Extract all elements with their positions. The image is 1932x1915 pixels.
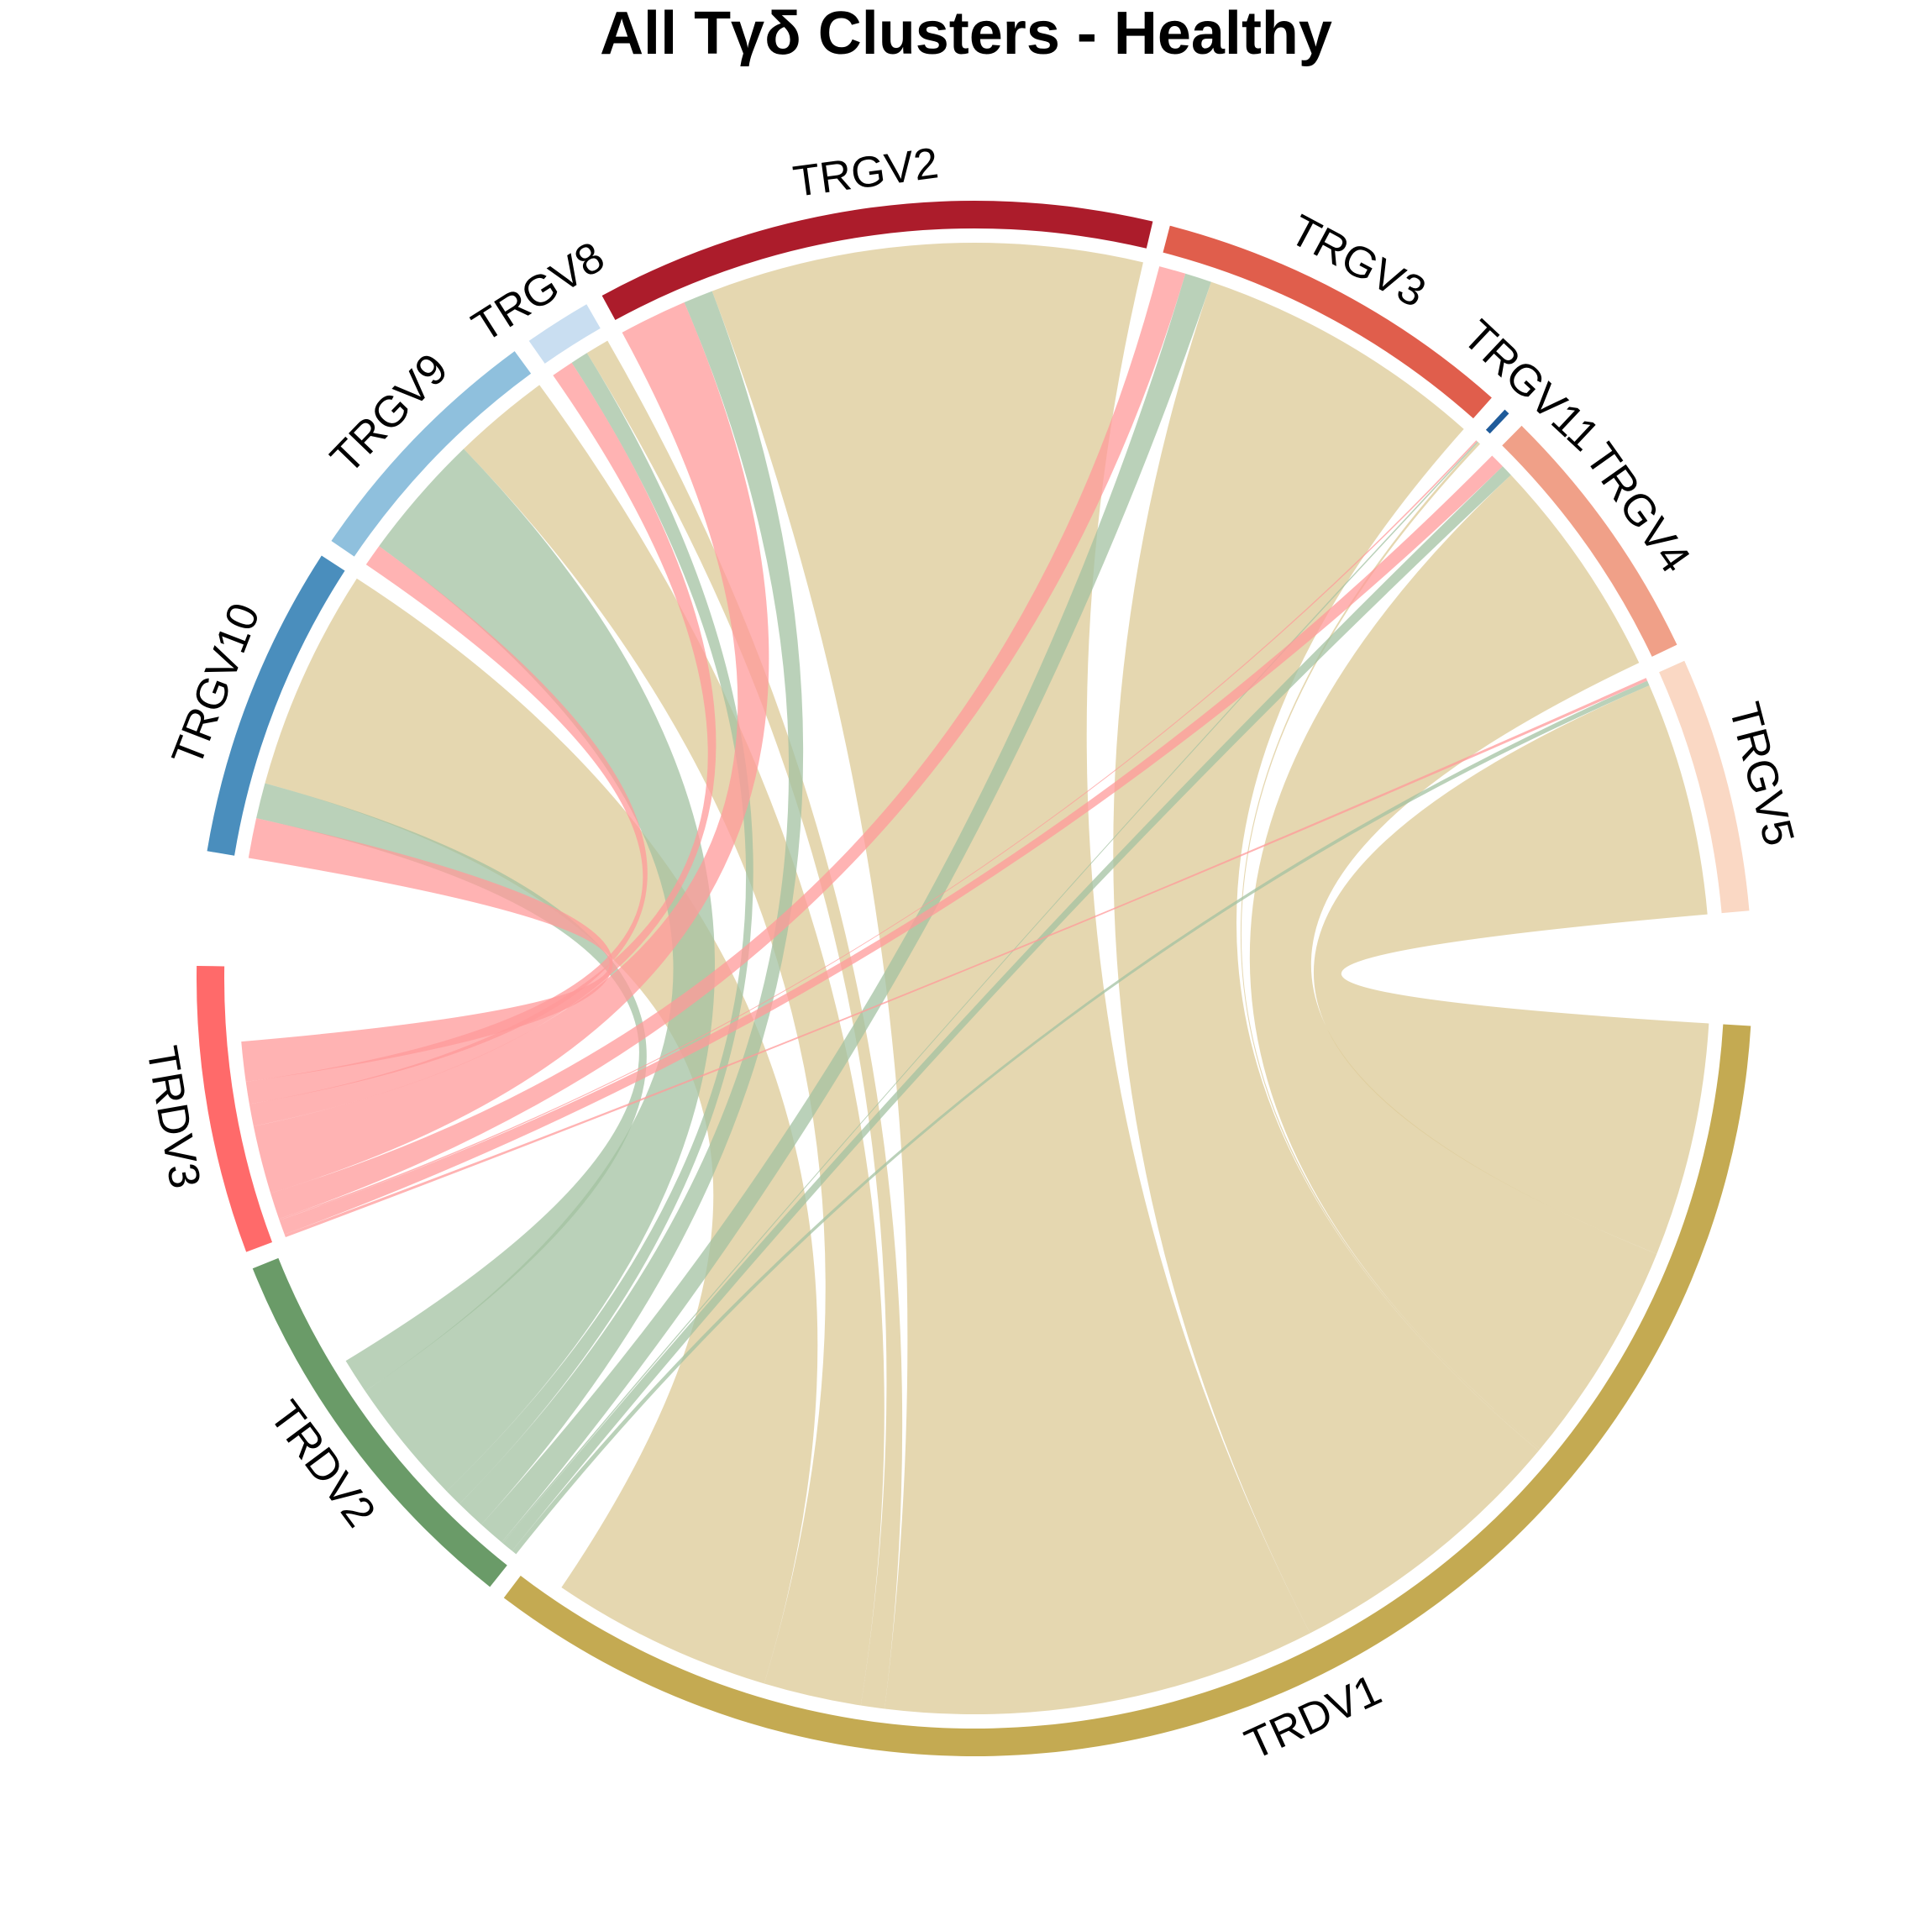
sector-label-trdv2: TRDV2 xyxy=(260,1393,385,1536)
sector-label-trdv3: TRDV3 xyxy=(137,1042,209,1192)
sector-label-trgv9: TRGV9 xyxy=(322,344,458,483)
chord-links xyxy=(241,242,1709,1714)
sector-track-trgv8 xyxy=(528,304,601,364)
chart-title: All Tγδ Clusters - Healthy xyxy=(600,0,1332,67)
sector-track-trdv1 xyxy=(503,1024,1751,1756)
sector-label-trgv4: TRGV4 xyxy=(1576,434,1700,581)
chord-link-trdv1-trgv3 xyxy=(1113,281,1539,1634)
sector-track-trgv10 xyxy=(207,555,345,856)
sector-track-trgv5 xyxy=(1659,660,1750,914)
sector-track-trgv4 xyxy=(1502,425,1677,657)
chord-link-trdv2-trgv10 xyxy=(256,783,647,1392)
chord-link-trdv1-trgv9 xyxy=(463,385,885,1706)
sector-track-trgv9 xyxy=(331,351,532,557)
chord-link-trdv1-trgv5 xyxy=(1313,685,1709,1254)
sector-track-trdv3 xyxy=(197,965,273,1252)
sector-label-trgv2: TRGV2 xyxy=(790,139,942,207)
sector-track-trdv2 xyxy=(252,1257,507,1587)
chord-link-trdv1-trgv10 xyxy=(265,578,818,1684)
sector-track-trgv3 xyxy=(1163,225,1492,419)
chord-link-trdv2-trgv9 xyxy=(365,449,716,1492)
chord-link-trdv1-trgv2 xyxy=(711,242,1310,1714)
sector-track-trgv11 xyxy=(1485,409,1509,434)
chord-link-trdv1-trgv4 xyxy=(1249,475,1657,1450)
sector-tracks xyxy=(197,200,1751,1756)
sector-track-trgv2 xyxy=(601,200,1153,321)
chord-link-trdv3-trgv2 xyxy=(253,302,769,1194)
